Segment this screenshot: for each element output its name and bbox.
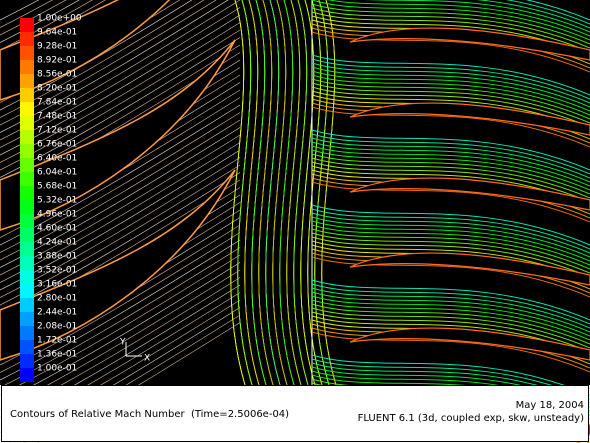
footer-date: May 18, 2004 (516, 400, 584, 411)
colorbar-swatch (20, 228, 34, 242)
colorbar-swatch (20, 284, 34, 298)
colorbar-label: 7.84e-01 (37, 98, 77, 108)
footer-title: Contours of Relative Mach Number (Time=2… (10, 409, 289, 420)
colorbar-swatch (20, 32, 34, 46)
colorbar-swatch (20, 270, 34, 284)
colorbar-swatch (20, 102, 34, 116)
colorbar-label: 9.64e-01 (37, 28, 77, 38)
colorbar-label: 1.00e+00 (37, 14, 82, 24)
colorbar-label: 6.04e-01 (37, 168, 77, 178)
colorbar-swatch (20, 200, 34, 214)
colorbar-label: 6.76e-01 (37, 140, 77, 150)
colorbar-swatch (20, 172, 34, 186)
colorbar-label: 9.28e-01 (37, 42, 77, 52)
colorbar-swatch (20, 116, 34, 130)
colorbar-label: 3.16e-01 (37, 280, 77, 290)
colorbar-label: 1.72e-01 (37, 336, 77, 346)
colorbar-swatch (20, 298, 34, 312)
page: 1.00e+00 9.64e-01 9.28e-01 8.92e-01 8.56e-01… (0, 0, 590, 443)
colorbar-label: 7.48e-01 (37, 112, 77, 122)
colorbar-swatch (20, 88, 34, 102)
colorbar-label: 8.92e-01 (37, 56, 77, 66)
colorbar-label: 8.20e-01 (37, 84, 77, 94)
colorbar-label: 4.24e-01 (37, 238, 77, 248)
colorbar-label: 1.00e-01 (37, 364, 77, 374)
colorbar-label: 4.96e-01 (37, 210, 77, 220)
colorbar-label: 3.52e-01 (37, 266, 77, 276)
colorbar-swatch (20, 74, 34, 88)
colorbar-swatch (20, 186, 34, 200)
colorbar-label: 7.12e-01 (37, 126, 77, 136)
colorbar-swatch (20, 46, 34, 60)
colorbar-swatch (20, 18, 34, 32)
colorbar-swatch (20, 60, 34, 74)
colorbar-label: 6.40e-01 (37, 154, 77, 164)
colorbar-swatch (20, 256, 34, 270)
colorbar-label: 4.60e-01 (37, 224, 77, 234)
colorbar-label: 8.56e-01 (37, 70, 77, 80)
colorbar-swatch (20, 312, 34, 326)
colorbar-label: 1.36e-01 (37, 350, 77, 360)
colorbar-swatch (20, 326, 34, 340)
colorbar-swatch (20, 242, 34, 256)
footer-solver: FLUENT 6.1 (3d, coupled exp, skw, unstea… (358, 413, 585, 424)
colorbar-label: 5.32e-01 (37, 196, 77, 206)
colorbar-swatch (20, 340, 34, 354)
colorbar-swatch (20, 158, 34, 172)
colorbar-swatch (20, 144, 34, 158)
colorbar-label: 2.80e-01 (37, 294, 77, 304)
screenshot: 1.00e+00 9.64e-01 9.28e-01 8.92e-01 8.56e-01… (0, 0, 590, 443)
colorbar-label: 2.44e-01 (37, 308, 77, 318)
axis-label: Y (119, 338, 126, 348)
axis-label: X (144, 354, 150, 364)
colorbar: 1.00e+00 9.64e-01 9.28e-01 8.92e-01 8.56e-01… (20, 14, 82, 383)
colorbar-swatch (20, 368, 34, 382)
colorbar-label: 3.88e-01 (37, 252, 77, 262)
colorbar-swatch (20, 130, 34, 144)
colorbar-swatch (20, 214, 34, 228)
colorbar-label: 5.68e-01 (37, 182, 77, 192)
colorbar-swatch (20, 354, 34, 368)
colorbar-label: 2.08e-01 (37, 322, 77, 332)
